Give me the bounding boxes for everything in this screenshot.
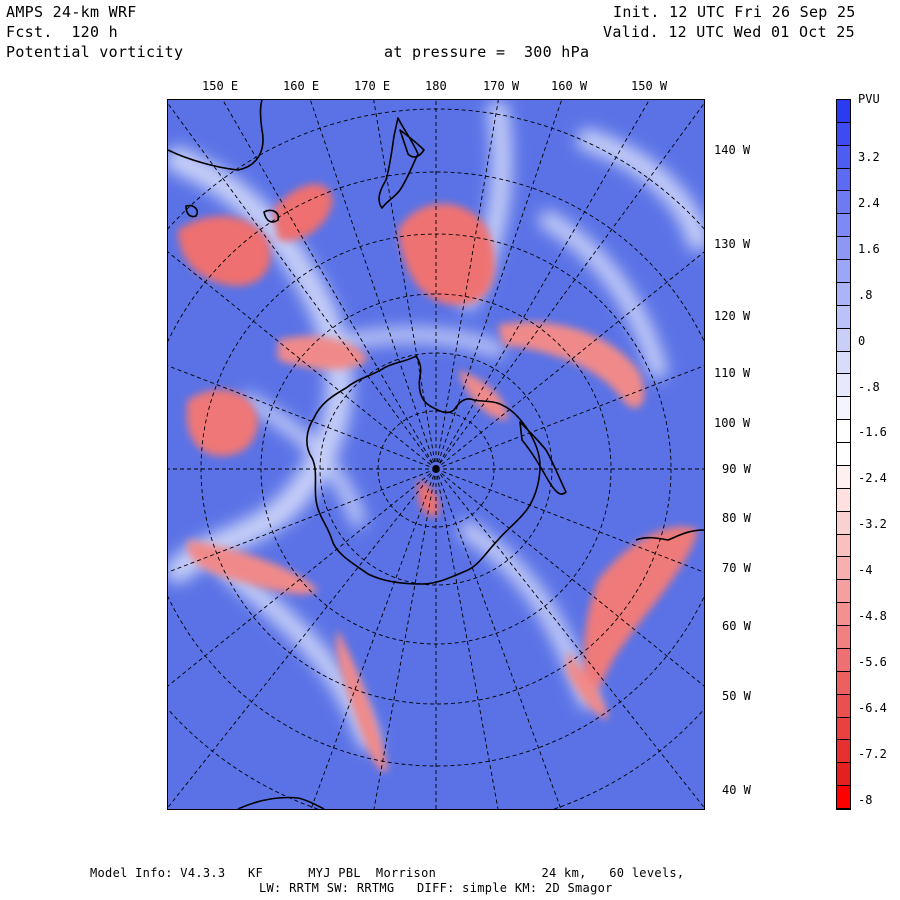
colorbar-cell — [837, 305, 850, 329]
colorbar-cell — [837, 237, 850, 261]
colorbar-cell — [837, 122, 850, 146]
colorbar-tick-label: -2.4 — [858, 471, 887, 486]
lon-label-150w: 150 W — [631, 79, 668, 93]
peninsula-coast — [519, 421, 567, 495]
lon-label-50w: 50 W — [722, 689, 751, 703]
colorbar-cell — [837, 328, 850, 352]
colorbar-cell — [837, 511, 850, 535]
colorbar-cell — [837, 786, 850, 809]
lon-label-170w: 170 W — [483, 79, 520, 93]
colorbar-cell — [837, 557, 850, 581]
colorbar-tick-label: 2.4 — [858, 195, 880, 210]
model-info-line1: Model Info: V4.3.3 KF MYJ PBL Morrison 2… — [90, 866, 685, 880]
lon-label-80w: 80 W — [722, 511, 751, 525]
colorbar-cell — [837, 694, 850, 718]
colorbar-cell — [837, 626, 850, 649]
init-time: Init. 12 UTC Fri 26 Sep 25 — [613, 3, 856, 21]
lon-label-110w: 110 W — [714, 366, 751, 380]
colorbar-cell — [837, 443, 850, 466]
south-america-coast — [635, 529, 704, 541]
colorbar-cell — [837, 488, 850, 512]
lon-label-160e: 160 E — [283, 79, 320, 93]
colorbar-tick-label: -4.8 — [858, 609, 887, 623]
bottom-land-coast — [237, 796, 325, 809]
pressure-level: at pressure = 300 hPa — [384, 43, 590, 61]
nz-south-coast — [378, 117, 419, 209]
colorbar-tick-label: -8 — [858, 792, 873, 807]
colorbar-cell — [837, 260, 850, 283]
lon-label-130w: 130 W — [714, 237, 751, 251]
colorbar — [836, 99, 851, 810]
colorbar-cell — [837, 282, 850, 306]
forecast-hour: Fcst. 120 h — [6, 23, 118, 41]
lon-label-140w: 140 W — [714, 143, 751, 157]
colorbar-cell — [837, 648, 850, 672]
lon-label-100w: 100 W — [714, 416, 751, 430]
model-title: AMPS 24-km WRF — [6, 3, 137, 21]
tasmania-small — [185, 204, 199, 218]
pv-light-filaments — [168, 100, 704, 750]
colorbar-cell — [837, 420, 850, 444]
colorbar-tick-label: -6.4 — [858, 700, 887, 715]
lon-label-160w: 160 W — [551, 79, 588, 93]
pv-map — [167, 99, 705, 810]
colorbar-cell — [837, 168, 850, 192]
colorbar-cell — [837, 351, 850, 375]
colorbar-tick-label: 3.2 — [858, 150, 880, 164]
pv-map-svg — [168, 100, 704, 809]
antarctica-coast — [306, 355, 541, 585]
colorbar-cell — [837, 671, 850, 695]
colorbar-tick-label: -7.2 — [858, 746, 887, 761]
coastlines — [168, 100, 704, 809]
colorbar-tick-label: -1.6 — [858, 425, 887, 440]
valid-time: Valid. 12 UTC Wed 01 Oct 25 — [603, 23, 855, 41]
colorbar-cell — [837, 465, 850, 489]
pv-red-streamers — [178, 183, 698, 772]
field-name: Potential vorticity — [6, 43, 184, 61]
colorbar-tick-label: -.8 — [858, 379, 880, 394]
colorbar-tick-label: 1.6 — [858, 241, 880, 256]
nz-north-coast — [399, 129, 425, 158]
colorbar-tick-label: -5.6 — [858, 654, 887, 669]
australia-coast — [168, 100, 264, 171]
lon-label-120w: 120 W — [714, 309, 751, 323]
colorbar-cell — [837, 534, 850, 558]
colorbar-cell — [837, 191, 850, 215]
lon-label-180: 180 — [425, 79, 447, 93]
colorbar-cell — [837, 717, 850, 741]
colorbar-unit: PVU — [858, 92, 880, 106]
colorbar-cell — [837, 374, 850, 398]
colorbar-tick-label: -3.2 — [858, 517, 887, 532]
colorbar-tick-label: .8 — [858, 287, 873, 302]
lon-label-150e: 150 E — [202, 79, 239, 93]
colorbar-cell — [837, 214, 850, 238]
colorbar-cell — [837, 145, 850, 169]
colorbar-cell — [837, 100, 850, 123]
colorbar-tick-label: -4 — [858, 563, 873, 578]
lon-label-90w: 90 W — [722, 462, 751, 476]
colorbar-tick-label: 0 — [858, 333, 866, 348]
tasmania-coast — [263, 209, 280, 223]
colorbar-cell — [837, 397, 850, 421]
colorbar-cell — [837, 603, 850, 627]
lon-label-170e: 170 E — [354, 79, 391, 93]
colorbar-cell — [837, 763, 850, 787]
lon-label-60w: 60 W — [722, 619, 751, 633]
colorbar-cell — [837, 740, 850, 764]
lon-label-40w: 40 W — [722, 783, 751, 797]
model-info-line2: LW: RRTM SW: RRTMG DIFF: simple KM: 2D S… — [259, 881, 613, 895]
lon-label-70w: 70 W — [722, 561, 751, 575]
colorbar-cell — [837, 580, 850, 604]
